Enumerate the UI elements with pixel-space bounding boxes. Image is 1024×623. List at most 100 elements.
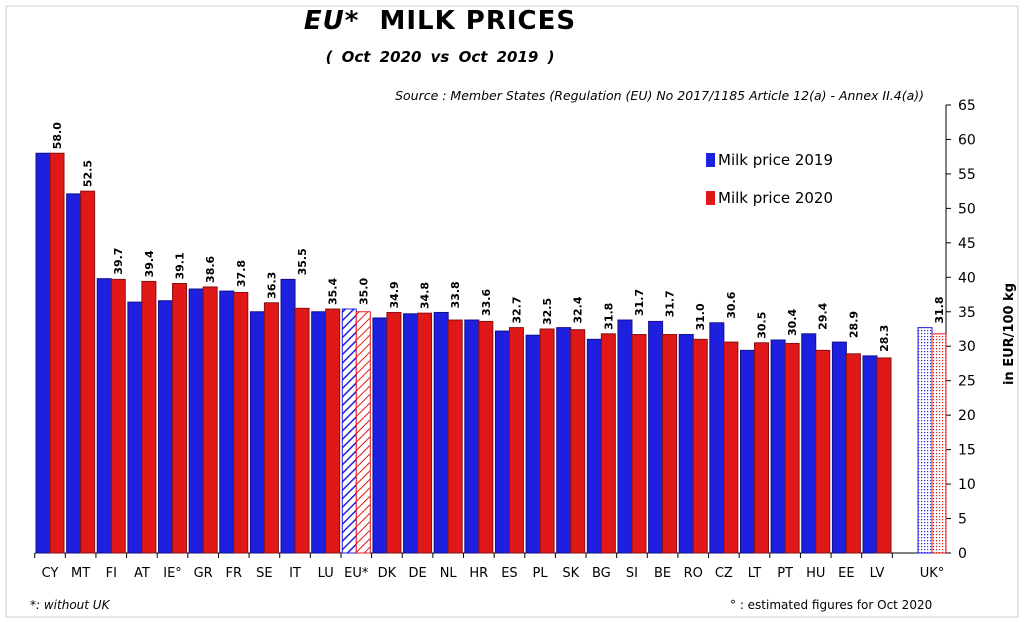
data-label: 37.8 <box>235 260 248 287</box>
bar-2020-lu <box>325 308 341 554</box>
bar-2020-uk <box>931 333 947 554</box>
legend-swatch-2020 <box>706 191 715 205</box>
bar-2020-cz <box>723 341 739 554</box>
category-label: ES <box>501 566 517 581</box>
category-label: LT <box>748 566 761 581</box>
bar-2019-lv <box>862 355 878 554</box>
bar-2020-fr <box>233 291 249 554</box>
category-label: LU <box>318 566 334 581</box>
bar-2019-uk <box>917 327 933 554</box>
y-tick-label: 50 <box>958 201 976 217</box>
y-tick-label: 65 <box>958 98 976 114</box>
data-label: 28.3 <box>878 325 891 352</box>
bar-2020-ie <box>172 283 188 554</box>
y-tick-label: 45 <box>958 236 976 252</box>
bar-2020-mt <box>80 190 96 554</box>
data-label: 34.8 <box>419 282 432 309</box>
bar-2019-lt <box>739 349 755 554</box>
category-label: PL <box>533 566 549 581</box>
data-label: 35.4 <box>327 278 340 305</box>
bar-2019-fi <box>96 278 112 554</box>
category-label: PT <box>777 566 793 581</box>
bar-2020-be <box>662 334 678 554</box>
bar-2019-hr <box>464 319 480 554</box>
category-label: BG <box>592 566 611 581</box>
bar-2020-gr <box>202 286 218 554</box>
category-label: NL <box>440 566 458 581</box>
category-label: EE <box>838 566 854 581</box>
title-prefix: EU* <box>303 6 360 36</box>
bar-2020-fi <box>110 278 126 554</box>
bar-2020-dk <box>386 311 402 554</box>
bar-2019-pt <box>770 339 786 554</box>
bar-2019-ie <box>158 300 174 554</box>
bar-2019-de <box>403 313 419 554</box>
category-label: SE <box>256 566 272 581</box>
bar-2020-eu <box>355 311 371 554</box>
data-label: 58.0 <box>51 122 64 149</box>
bar-2019-ee <box>831 341 847 554</box>
data-label: 35.0 <box>357 278 370 305</box>
data-label: 36.3 <box>265 272 278 299</box>
category-label: DK <box>378 566 397 581</box>
category-label: SI <box>626 566 638 581</box>
bar-2019-ro <box>678 334 694 554</box>
y-axis-title: in EUR/100 kg <box>1002 283 1017 385</box>
bar-2020-lt <box>753 342 769 554</box>
y-tick-label: 60 <box>958 132 976 148</box>
data-label: 52.5 <box>82 160 95 187</box>
data-label: 31.8 <box>602 303 615 330</box>
legend-item-2020: Milk price 2020 <box>706 188 833 208</box>
bar-2019-fr <box>219 290 235 554</box>
category-label: CZ <box>715 566 733 581</box>
bar-2019-it <box>280 278 296 554</box>
bar-2019-cy <box>35 152 51 554</box>
category-label: HU <box>806 566 825 581</box>
category-label: RO <box>684 566 703 581</box>
category-label: HR <box>469 566 488 581</box>
y-tick-label: 35 <box>958 305 976 321</box>
category-label: SK <box>562 566 579 581</box>
data-label: 28.9 <box>847 311 860 338</box>
bar-2020-se <box>263 302 279 554</box>
y-tick-label: 40 <box>958 270 976 286</box>
legend: Milk price 2019 Milk price 2020 <box>706 150 833 226</box>
data-label: 30.6 <box>725 291 738 318</box>
footnote-estimated: ° : estimated figures for Oct 2020 <box>730 598 933 612</box>
category-label: DE <box>408 566 426 581</box>
bar-2019-bg <box>586 338 602 554</box>
title-text: MILK PRICES <box>379 6 577 36</box>
bar-2020-cy <box>49 152 65 554</box>
bar-2020-nl <box>447 319 463 554</box>
bar-2020-hu <box>815 349 831 554</box>
legend-label-2020: Milk price 2020 <box>718 189 834 207</box>
data-label: 31.8 <box>933 296 946 323</box>
chart-subtitle: ( Oct 2020 vs Oct 2019 ) <box>325 48 555 66</box>
data-label: 31.7 <box>633 289 646 316</box>
bar-2020-it <box>294 307 310 554</box>
bar-2020-bg <box>600 333 616 554</box>
y-tick-label: 30 <box>958 339 976 355</box>
category-label: MT <box>71 566 90 581</box>
bar-2019-at <box>127 301 143 554</box>
data-label: 39.7 <box>112 248 125 275</box>
data-label: 33.6 <box>480 289 493 316</box>
data-label: 30.5 <box>755 312 768 339</box>
category-label: UK° <box>920 566 945 581</box>
bar-2019-be <box>648 320 664 554</box>
data-label: 32.5 <box>541 298 554 325</box>
category-label: EU* <box>344 566 369 581</box>
outer-frame <box>5 5 1019 618</box>
category-label: AT <box>134 566 150 581</box>
bar-2019-mt <box>66 193 82 554</box>
bar-2020-at <box>141 280 157 554</box>
y-tick-label: 55 <box>958 167 976 183</box>
category-label: LV <box>870 566 885 581</box>
data-label: 31.0 <box>694 303 707 330</box>
bar-2019-pl <box>525 334 541 554</box>
bar-2019-gr <box>188 288 204 554</box>
bar-2019-hu <box>801 333 817 554</box>
data-label: 34.9 <box>388 281 401 308</box>
